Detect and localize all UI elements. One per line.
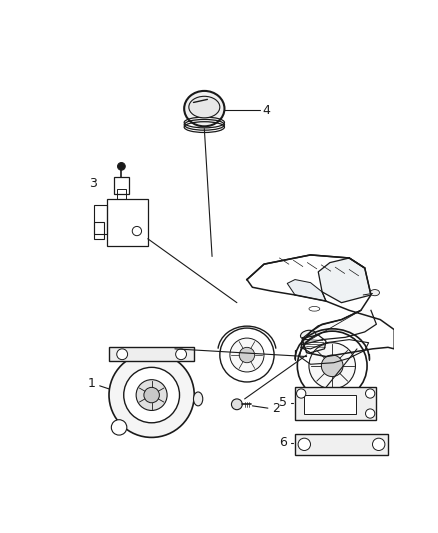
Text: 3: 3	[89, 177, 97, 190]
Circle shape	[144, 387, 159, 403]
Ellipse shape	[194, 392, 203, 406]
Circle shape	[239, 348, 255, 363]
Bar	[93, 222, 104, 239]
Bar	[295, 387, 376, 419]
Bar	[117, 189, 126, 199]
Text: 1: 1	[88, 377, 96, 390]
Bar	[304, 395, 356, 414]
Circle shape	[231, 399, 242, 410]
Bar	[109, 348, 194, 361]
Circle shape	[366, 389, 375, 398]
Text: 4: 4	[262, 103, 270, 117]
Ellipse shape	[189, 96, 220, 118]
Bar	[295, 433, 388, 455]
Circle shape	[136, 379, 167, 410]
Polygon shape	[301, 310, 376, 345]
Bar	[107, 199, 148, 246]
Bar	[113, 177, 129, 194]
Circle shape	[297, 331, 367, 400]
Circle shape	[117, 163, 125, 170]
Circle shape	[309, 343, 356, 389]
Ellipse shape	[184, 91, 224, 126]
Circle shape	[111, 419, 127, 435]
Text: 2: 2	[272, 402, 279, 415]
Circle shape	[220, 328, 274, 382]
Circle shape	[366, 409, 375, 418]
Text: 6: 6	[279, 437, 287, 449]
Circle shape	[109, 353, 194, 438]
Circle shape	[124, 367, 180, 423]
Polygon shape	[287, 280, 326, 301]
Text: 5: 5	[279, 396, 287, 409]
Circle shape	[372, 438, 385, 450]
Circle shape	[176, 349, 187, 360]
Circle shape	[230, 338, 264, 372]
Ellipse shape	[300, 330, 316, 340]
Circle shape	[297, 389, 306, 398]
Circle shape	[298, 438, 311, 450]
Circle shape	[321, 355, 343, 377]
Ellipse shape	[370, 289, 379, 296]
Circle shape	[117, 349, 127, 360]
Polygon shape	[318, 258, 371, 303]
Bar	[93, 205, 107, 234]
